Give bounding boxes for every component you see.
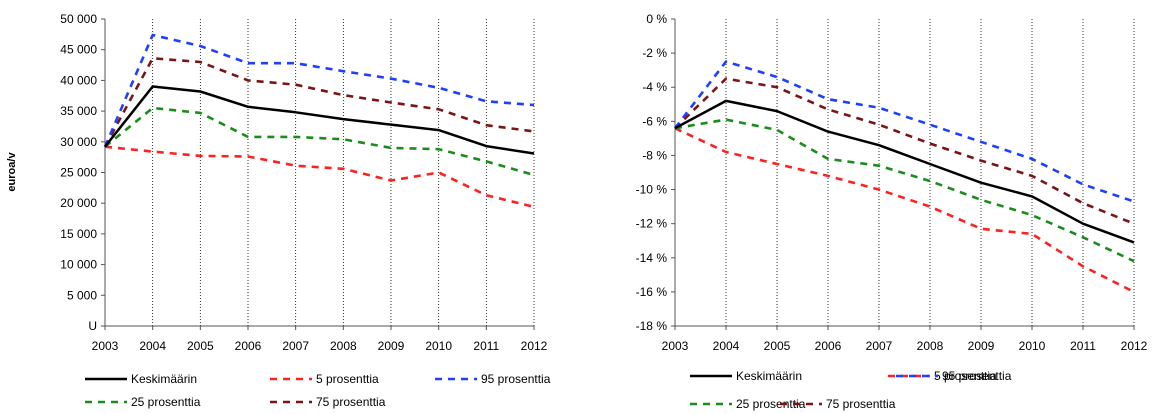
series-line-2 xyxy=(673,60,1135,203)
y-tick-label: 40 000 xyxy=(60,73,97,87)
series-line-1 xyxy=(674,127,1135,294)
legend-label: 95 prosenttia xyxy=(481,372,551,386)
legend: Keskimäärin 5 prosenttia 95 prosenttia 25 p… xyxy=(85,372,551,409)
chart-euroa: U 5 000 10 000 15 000 20 000 25 000 30 000 35 0… xyxy=(6,12,551,409)
x-tick-label: 2008 xyxy=(330,339,357,353)
x-tick-label: 2011 xyxy=(1070,339,1096,353)
y-tick-label: -2 % xyxy=(642,46,667,60)
x-tick-label: 2004 xyxy=(139,339,166,353)
x-tick-label: 2003 xyxy=(92,339,119,353)
series-line-1 xyxy=(104,145,535,209)
x-tick-label: 2008 xyxy=(917,339,944,353)
legend-label: 25 prosenttia xyxy=(131,395,201,409)
y-tick-label: -14 % xyxy=(636,251,668,265)
series-line-0 xyxy=(674,99,1135,244)
series-line-3 xyxy=(104,106,535,177)
y-tick-label: 0 % xyxy=(646,12,667,26)
legend-label: 95 prosenttia xyxy=(942,369,1012,383)
y-tick-label: -8 % xyxy=(642,148,667,162)
x-tick-label: 2007 xyxy=(282,339,309,353)
y-tick-label: -6 % xyxy=(642,114,667,128)
legend-label: 75 prosenttia xyxy=(316,395,386,409)
y-tick-label: 50 000 xyxy=(60,12,97,26)
y-tick-label: 10 000 xyxy=(60,258,97,272)
x-tick-label: 2009 xyxy=(968,339,995,353)
series-line-4 xyxy=(103,56,535,148)
series-line-4 xyxy=(674,77,1135,225)
x-tick-label: 2004 xyxy=(713,339,740,353)
legend-label: 5 prosenttia xyxy=(934,369,997,383)
chart-percent: -18 % -16 % -14 % -12 % -10 % -8 % -6 % -4 % -2 … xyxy=(636,12,1148,411)
x-tick-label: 2009 xyxy=(378,339,405,353)
series-line-3 xyxy=(674,118,1135,263)
x-tick-label: 2012 xyxy=(521,339,548,353)
x-tick-label: 2005 xyxy=(187,339,214,353)
x-tick-label: 2010 xyxy=(1019,339,1046,353)
y-tick-label: 30 000 xyxy=(60,135,97,149)
y-tick-label: -12 % xyxy=(636,217,668,231)
series-line-0 xyxy=(104,85,535,155)
legend-label: 5 prosenttia xyxy=(316,372,379,386)
y-tick-label: 35 000 xyxy=(60,104,97,118)
y-tick-label: 45 000 xyxy=(60,43,97,57)
legend-label: Keskimäärin xyxy=(736,369,802,383)
x-tick-label: 2007 xyxy=(866,339,893,353)
x-tick-label: 2006 xyxy=(235,339,262,353)
y-tick-label: -10 % xyxy=(636,183,668,197)
y-tick-label: 25 000 xyxy=(60,166,97,180)
legend-label: 25 prosenttia xyxy=(736,397,806,411)
x-tick-label: 2005 xyxy=(764,339,791,353)
y-tick-label: 5 000 xyxy=(67,288,97,302)
x-tick-label: 2003 xyxy=(662,339,689,353)
y-tick-label: 20 000 xyxy=(60,196,97,210)
x-tick-label: 2012 xyxy=(1121,339,1148,353)
y-axis-label: euroa/v xyxy=(6,152,18,192)
y-tick-label: 15 000 xyxy=(60,227,97,241)
y-tick-label: -4 % xyxy=(642,80,667,94)
y-tick-label: -16 % xyxy=(636,285,668,299)
legend-label: 75 prosenttia xyxy=(826,397,896,411)
x-tick-label: 2011 xyxy=(473,339,499,353)
x-tick-label: 2010 xyxy=(425,339,452,353)
series-line-2 xyxy=(103,33,535,148)
y-tick-label: U xyxy=(88,319,97,333)
y-tick-label: -18 % xyxy=(636,319,668,333)
legend-label: Keskimäärin xyxy=(131,372,197,386)
x-tick-label: 2006 xyxy=(815,339,842,353)
